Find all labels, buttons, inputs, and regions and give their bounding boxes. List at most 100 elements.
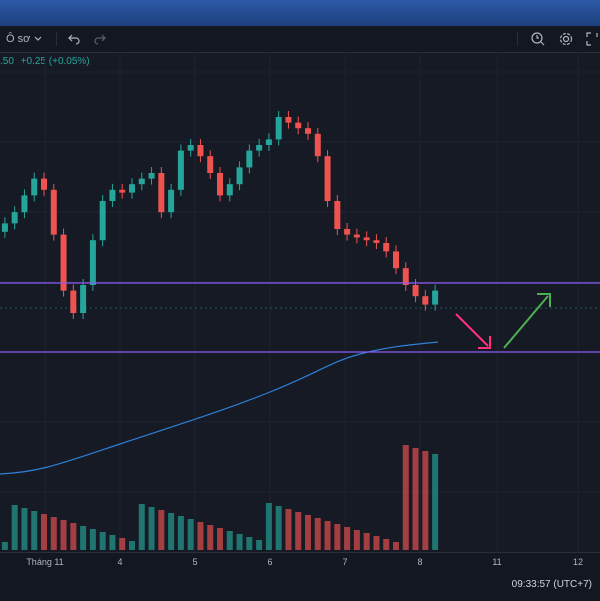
volume-bar: [70, 523, 77, 550]
fullscreen-icon[interactable]: [586, 26, 598, 52]
candle-body: [265, 139, 272, 145]
last-price: .50: [0, 56, 14, 67]
candle-body: [217, 173, 223, 196]
candle-body: [70, 290, 77, 313]
candle-body: [21, 195, 28, 213]
levels-layer: [0, 282, 600, 353]
time-tick-label: Tháng 11: [26, 557, 64, 567]
candle-body: [109, 189, 116, 201]
candle-body: [11, 212, 18, 224]
candle-body: [236, 167, 243, 185]
volume-bar: [246, 537, 253, 550]
time-axis: Tháng 11 4 5 6 7 8 11 12 09:33:57 (UTC+7): [0, 552, 600, 601]
alert-clock-icon[interactable]: [530, 26, 546, 52]
volume-bar: [402, 445, 409, 550]
candle-body: [363, 237, 370, 241]
volume-bar: [138, 504, 145, 550]
timeframe-selector[interactable]: Ô sơ: [6, 26, 42, 52]
annotations-layer: [455, 293, 551, 349]
time-tick-label: 5: [192, 557, 198, 567]
volume-bar: [50, 517, 57, 550]
undo-icon[interactable]: [67, 26, 81, 52]
volume-bar: [168, 513, 175, 550]
arrow-up-head: [537, 293, 551, 307]
volume-bar: [197, 522, 204, 550]
time-tick-label: 11: [492, 557, 502, 567]
clock-label[interactable]: 09:33:57 (UTC+7): [511, 579, 592, 590]
volume-bar: [324, 521, 331, 550]
moving-average-line: [0, 341, 439, 475]
candle-body: [129, 184, 135, 193]
arrow-down-head: [478, 336, 491, 349]
candle-body: [373, 240, 380, 243]
time-tick-label: 6: [267, 557, 273, 567]
candle-body: [119, 189, 126, 193]
candle-body: [1, 223, 8, 232]
gear-icon[interactable]: [558, 26, 574, 52]
candle-body: [275, 117, 282, 140]
volume-bar: [363, 533, 370, 550]
candle-body: [50, 189, 57, 235]
candle-body: [168, 189, 175, 213]
volume-bar: [393, 542, 399, 550]
volume-bar: [31, 511, 38, 550]
volume-layer: [1, 445, 439, 550]
window-top-bar: [0, 0, 600, 26]
volume-bar: [275, 506, 282, 550]
candle-body: [31, 178, 38, 196]
volume-bar: [256, 540, 263, 550]
price-chart[interactable]: [0, 52, 600, 552]
time-tick-label: 8: [417, 557, 423, 567]
volume-bar: [60, 520, 67, 550]
arrow-down-shaft: [455, 313, 489, 347]
time-tick-label: 4: [117, 557, 123, 567]
candle-body: [158, 173, 165, 213]
candle-body: [256, 145, 263, 151]
candle-body: [295, 122, 302, 129]
volume-bar: [344, 527, 351, 550]
volume-bar: [158, 510, 165, 550]
redo-icon[interactable]: [93, 26, 107, 52]
candle-body: [138, 178, 145, 185]
chevron-down-icon: [34, 36, 42, 42]
volume-bar: [129, 541, 135, 550]
volume-bar: [353, 530, 360, 550]
volume-bar: [226, 531, 233, 550]
candle-body: [80, 285, 87, 313]
candle-body: [402, 268, 409, 285]
candle-body: [207, 156, 214, 173]
candle-body: [41, 178, 47, 190]
price-info: .50 +0.25 (+0.05%): [0, 56, 90, 67]
candle-body: [353, 234, 360, 238]
volume-bar: [80, 526, 87, 550]
time-tick-label: 7: [342, 557, 348, 567]
volume-bar: [295, 512, 302, 550]
toolbar-divider: [517, 32, 518, 46]
candle-body: [89, 240, 96, 285]
volume-bar: [334, 524, 341, 550]
candle-body: [148, 173, 155, 179]
candle-body: [187, 145, 194, 151]
volume-bar: [119, 538, 126, 550]
arrow-up-shaft: [503, 295, 549, 349]
candles-layer: [1, 111, 439, 319]
candle-body: [412, 285, 419, 297]
candle-body: [99, 201, 106, 241]
volume-bar: [89, 529, 96, 550]
candle-body: [432, 290, 439, 305]
volume-bar: [314, 518, 321, 550]
volume-bar: [373, 536, 380, 550]
volume-bar: [432, 454, 439, 550]
volume-bar: [41, 514, 47, 550]
volume-bar: [148, 507, 155, 550]
volume-bar: [1, 542, 8, 550]
candle-body: [344, 229, 351, 235]
volume-bar: [383, 539, 390, 550]
volume-bar: [177, 516, 184, 550]
candle-body: [226, 184, 233, 196]
volume-bar: [265, 503, 272, 550]
candle-body: [334, 201, 341, 229]
volume-bar: [236, 534, 243, 550]
candle-body: [246, 150, 253, 168]
candle-body: [422, 296, 429, 305]
